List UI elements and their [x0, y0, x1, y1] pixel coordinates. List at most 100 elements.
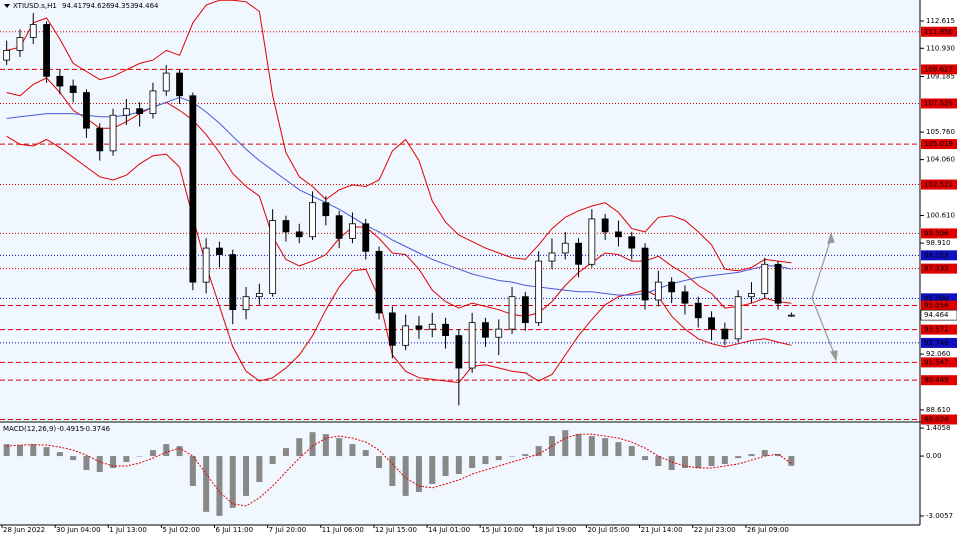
- candle-body: [681, 291, 689, 304]
- level-label-box: [921, 293, 957, 304]
- macd-bar: [229, 456, 236, 508]
- candle-body: [136, 108, 144, 114]
- macd-bar: [243, 456, 250, 496]
- level-label-box: [921, 263, 957, 274]
- level-label-box: [921, 414, 957, 425]
- y2-tick-label: 1.4058: [926, 424, 951, 432]
- candle-body: [362, 223, 370, 252]
- y-tick-label: 109.185: [926, 73, 955, 81]
- candle-body: [375, 250, 383, 314]
- macd-bar: [163, 444, 170, 457]
- candle-body: [282, 220, 290, 233]
- macd-bar: [429, 456, 436, 484]
- candle-body: [335, 215, 343, 239]
- candle-body: [588, 218, 596, 265]
- macd-bar: [735, 456, 742, 459]
- macd-bar: [415, 456, 422, 492]
- x-tick-label: 14 Jul 01:00: [428, 526, 470, 534]
- candle-body: [641, 247, 649, 301]
- level-label: 88.024: [924, 415, 949, 423]
- header-open: 94.417: [62, 2, 87, 10]
- macd-bar: [469, 456, 476, 469]
- level-label-box: [921, 26, 957, 37]
- candle-body: [428, 323, 436, 330]
- level-label: 99.506: [924, 229, 949, 237]
- candle-body: [229, 254, 237, 311]
- macd-bar: [110, 456, 117, 469]
- candle-body: [189, 95, 197, 283]
- candle-body: [295, 231, 303, 238]
- macd-bar: [349, 444, 356, 457]
- level-label: 91.547: [924, 358, 949, 366]
- level-label: 109.627: [924, 65, 953, 73]
- candle-body: [601, 218, 609, 233]
- candle-body: [628, 236, 636, 249]
- macd-bar: [83, 456, 90, 471]
- level-label: 90.449: [924, 376, 949, 384]
- macd-bar: [588, 436, 595, 457]
- x-tick-label: 6 Jul 11:00: [216, 526, 254, 534]
- candle-body: [468, 322, 476, 369]
- macd-bar: [655, 456, 662, 467]
- x-tick-label: 12 Jul 15:00: [375, 526, 417, 534]
- x-tick-label: 26 Jul 09:00: [747, 526, 789, 534]
- candle-body: [43, 24, 50, 77]
- current-price-box: [920, 309, 957, 321]
- y-tick-label: 112.615: [926, 17, 955, 25]
- candle-body: [149, 90, 157, 114]
- macd-signal: [6, 433, 792, 507]
- macd-bar: [562, 430, 569, 457]
- candle-body: [388, 312, 396, 346]
- macd-bar: [336, 438, 343, 457]
- candle-body: [761, 263, 769, 294]
- macd-bar: [376, 456, 383, 469]
- macd-bar: [788, 456, 795, 466]
- y-tick-label: 110.930: [926, 44, 955, 52]
- candle-body: [255, 293, 263, 298]
- current-price-label: 94.464: [924, 311, 949, 319]
- level-label: 92.748: [924, 339, 949, 347]
- candle-body: [694, 302, 702, 319]
- candle-body: [242, 296, 250, 311]
- level-label: 107.525: [924, 99, 953, 107]
- macd-bar: [681, 456, 688, 469]
- macd-bar: [575, 434, 582, 457]
- candle-body: [548, 252, 556, 262]
- candle-body: [349, 223, 356, 239]
- macd-bar: [695, 456, 702, 469]
- x-tick-label: 18 Jul 19:00: [534, 526, 576, 534]
- macd-bar: [442, 456, 449, 476]
- level-label: 95.500: [924, 294, 949, 302]
- arrow-up: [811, 237, 832, 299]
- candle-body: [482, 322, 489, 338]
- macd-bar: [402, 456, 409, 496]
- candle-body: [16, 37, 24, 51]
- macd-bar: [216, 456, 223, 516]
- macd-bar: [189, 456, 196, 486]
- macd-bar: [16, 445, 23, 457]
- x-tick-label: 22 Jul 23:00: [694, 526, 736, 534]
- candle-body: [442, 323, 449, 337]
- level-label-box: [921, 64, 957, 75]
- candle-body: [787, 314, 795, 317]
- macd-bar: [615, 442, 622, 457]
- x-tick-label: 15 Jul 10:00: [481, 526, 523, 534]
- header: XTIUSD.s,H1 94.417 94.626 94.353 94.464: [4, 2, 159, 10]
- macd-signal-value: -0.3746: [83, 425, 111, 433]
- candle-body: [455, 335, 463, 369]
- x-tick-label: 21 Jul 14:00: [641, 526, 683, 534]
- level-label: 95.054: [924, 302, 949, 310]
- macd-bar: [30, 444, 37, 457]
- macd-bar: [522, 454, 529, 457]
- symbol: XTIUSD.s,H1: [13, 2, 57, 10]
- y-tick-label: 92.060: [926, 350, 951, 358]
- candle-body: [721, 328, 729, 340]
- candle-body: [309, 202, 316, 238]
- level-label-box: [921, 250, 957, 261]
- macd-main-value: -0.4915: [57, 425, 84, 433]
- arrow-down: [811, 297, 836, 357]
- level-label-box: [921, 300, 957, 311]
- level-label: 102.521: [924, 181, 953, 189]
- header-close: 94.464: [134, 2, 159, 10]
